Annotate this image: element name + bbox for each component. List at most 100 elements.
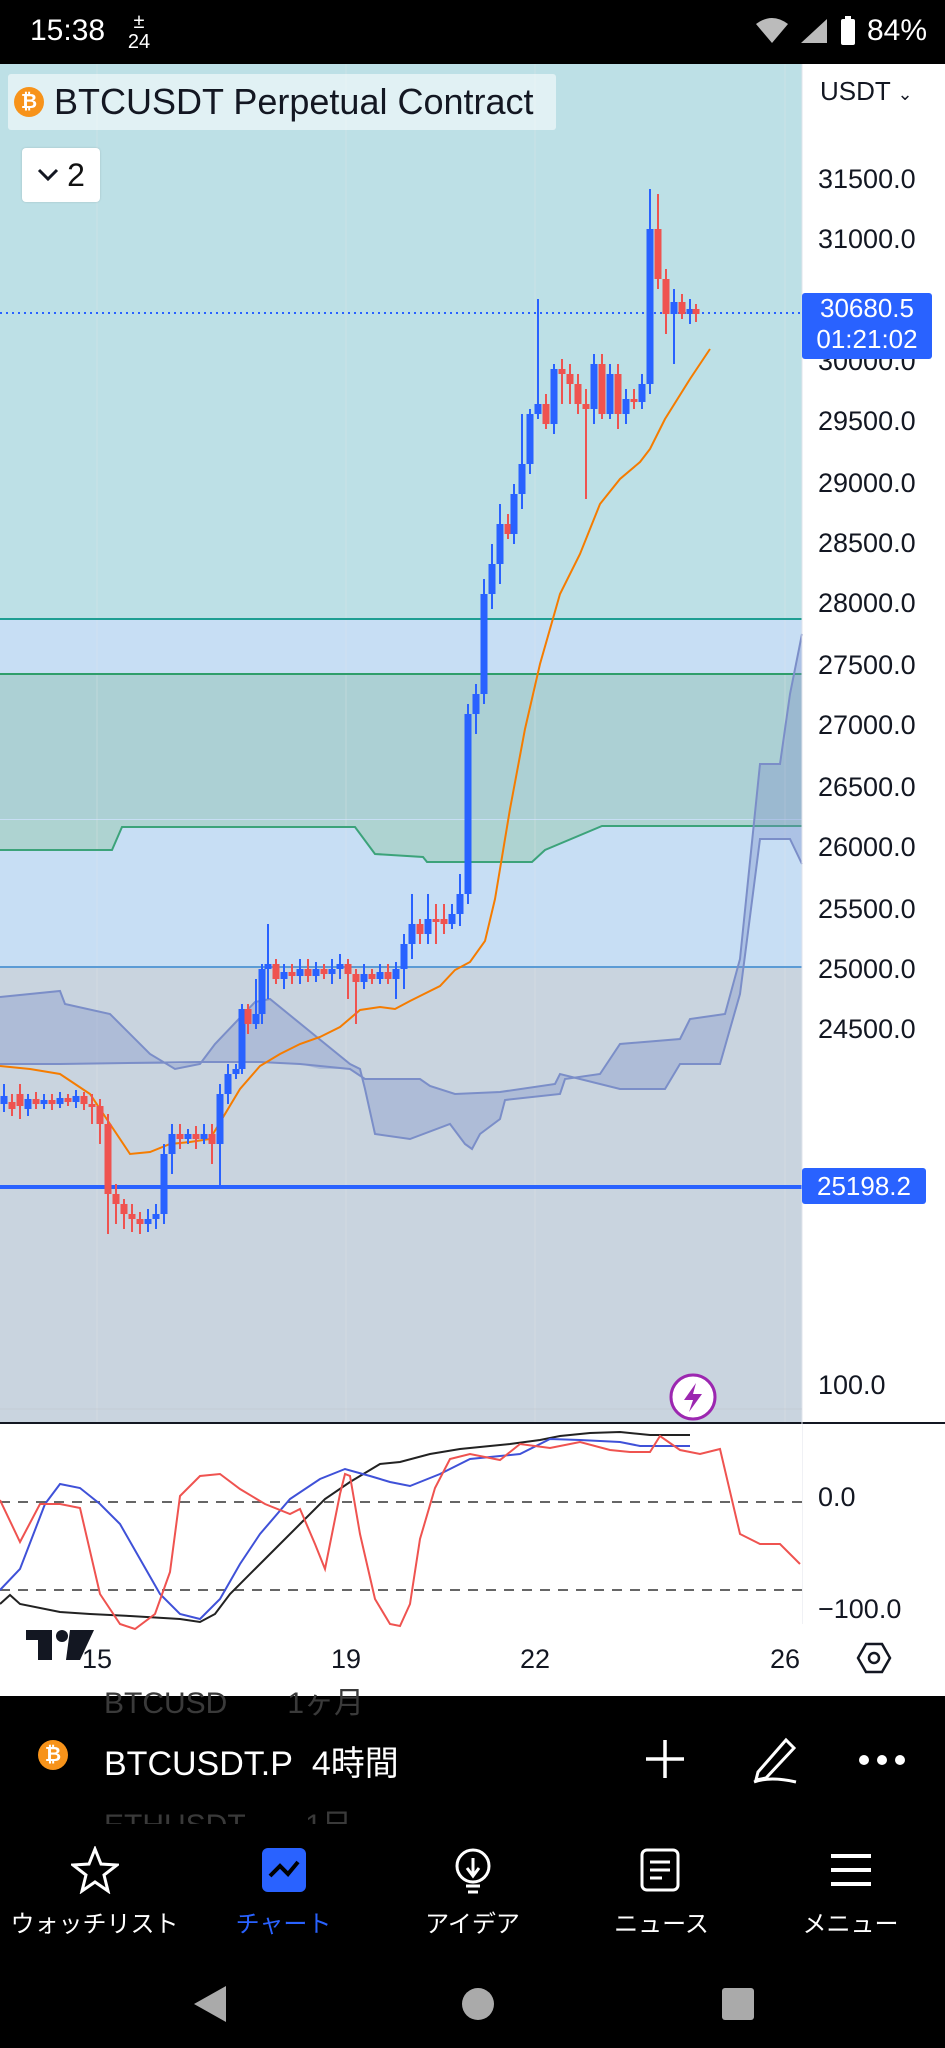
candle-body bbox=[56, 1098, 64, 1104]
candle-body bbox=[598, 364, 606, 414]
candle-body bbox=[630, 399, 638, 402]
battery-icon bbox=[840, 16, 855, 45]
tab-news[interactable]: ニュース bbox=[567, 1824, 756, 1960]
tab-menu[interactable]: メニュー bbox=[756, 1824, 945, 1960]
symbol-toolbar: BTCUSD 1ヶ月 ₿ BTCUSDT.P 4時間 ETHUSDT 1日 bbox=[0, 1687, 945, 1842]
currency-selector[interactable]: USDT ⌄ bbox=[820, 76, 913, 107]
candle-body bbox=[526, 414, 534, 464]
grid bbox=[96, 64, 786, 1624]
chart-icon bbox=[260, 1846, 308, 1894]
chart-canvas[interactable] bbox=[0, 64, 945, 1696]
candle-body bbox=[168, 1134, 176, 1154]
price-label: 31500.0 bbox=[818, 164, 916, 194]
candle-body bbox=[678, 302, 686, 314]
candle-body bbox=[224, 1074, 232, 1094]
cloud-fill-green bbox=[0, 820, 802, 862]
bar-countdown: 01:21:02 bbox=[816, 324, 918, 354]
price-label: 28000.0 bbox=[818, 588, 916, 618]
bitcoin-icon: ₿ bbox=[38, 1740, 68, 1770]
oscillator-d bbox=[0, 1434, 801, 1631]
price-label: 29000.0 bbox=[818, 468, 916, 498]
candle-body bbox=[590, 364, 598, 409]
candle-body bbox=[264, 964, 272, 969]
chart-area[interactable]: ₿ BTCUSDT Perpetual Contract 2 USDT ⌄ 31… bbox=[0, 64, 945, 1696]
status-right: 84% bbox=[755, 14, 927, 48]
candle-body bbox=[472, 694, 480, 714]
candle-body bbox=[88, 1104, 96, 1107]
candle-body bbox=[662, 279, 670, 314]
idea-icon bbox=[449, 1846, 497, 1894]
candle-body bbox=[518, 464, 526, 494]
candle-body bbox=[304, 969, 312, 976]
back-icon[interactable] bbox=[192, 1984, 228, 2024]
tab-bar: ウォッチリスト チャート アイデア ニュース メニュー bbox=[0, 1824, 945, 1960]
indicators-toggle[interactable]: 2 bbox=[22, 148, 100, 202]
tab-watchlist[interactable]: ウォッチリスト bbox=[0, 1824, 189, 1960]
candle-body bbox=[40, 1100, 48, 1104]
signal-icon bbox=[800, 19, 827, 43]
candle-body bbox=[200, 1134, 208, 1139]
current-price-badge: 30680.5 01:21:02 bbox=[802, 293, 932, 359]
candle-body bbox=[208, 1134, 216, 1144]
candle-body bbox=[344, 964, 352, 974]
candle-body bbox=[112, 1194, 120, 1204]
candle-body bbox=[464, 714, 472, 894]
settings-hex-icon[interactable] bbox=[856, 1640, 892, 1676]
candle-body bbox=[312, 969, 320, 976]
toolbar-symbol-interval[interactable]: BTCUSDT.P 4時間 bbox=[104, 1736, 399, 1785]
line-price-badge: 25198.2 bbox=[802, 1168, 926, 1204]
candle-body bbox=[606, 374, 614, 414]
lower-zone bbox=[0, 967, 802, 1422]
candle-body bbox=[360, 974, 368, 982]
pen-icon[interactable] bbox=[750, 1732, 800, 1784]
tradingview-logo[interactable] bbox=[26, 1630, 94, 1660]
tab-ideas[interactable]: アイデア bbox=[378, 1824, 567, 1960]
price-label: 25000.0 bbox=[818, 954, 916, 984]
candle-body bbox=[238, 1009, 246, 1069]
more-icon[interactable] bbox=[858, 1754, 906, 1766]
date-label: 22 bbox=[520, 1644, 551, 1674]
recents-icon[interactable] bbox=[720, 1986, 756, 2022]
date-label: 26 bbox=[770, 1644, 801, 1674]
candle-body bbox=[614, 374, 622, 414]
currency-label: USDT bbox=[820, 76, 891, 106]
menu-icon bbox=[827, 1846, 875, 1894]
zone-band-teal bbox=[0, 674, 802, 819]
candle-body bbox=[456, 894, 464, 914]
toolbar-symbol: BTCUSDT.P bbox=[104, 1745, 293, 1783]
symbol-legend[interactable]: ₿ BTCUSDT Perpetual Contract bbox=[8, 74, 556, 130]
candlesticks bbox=[0, 189, 700, 1234]
price-label: 25500.0 bbox=[818, 894, 916, 924]
candle-body bbox=[320, 969, 328, 974]
tab-chart[interactable]: チャート bbox=[189, 1824, 378, 1960]
price-label: 29500.0 bbox=[818, 406, 916, 436]
candle-body bbox=[104, 1124, 112, 1194]
candle-body bbox=[496, 524, 504, 564]
candle-body bbox=[8, 1102, 16, 1109]
ema-line bbox=[0, 348, 711, 1156]
candle-body bbox=[638, 384, 646, 402]
candle-body bbox=[448, 914, 456, 924]
home-icon[interactable] bbox=[460, 1986, 496, 2022]
price-label: 27000.0 bbox=[818, 710, 916, 740]
candle-body bbox=[80, 1096, 88, 1104]
plus-icon[interactable] bbox=[644, 1738, 686, 1780]
candle-body bbox=[654, 229, 662, 279]
candle-body bbox=[504, 524, 512, 534]
candle-body bbox=[272, 964, 280, 979]
price-label: 27500.0 bbox=[818, 650, 916, 680]
candle-body bbox=[534, 404, 542, 414]
candle-body bbox=[128, 1214, 136, 1219]
candle-body bbox=[216, 1094, 224, 1144]
battery-percent: 84% bbox=[866, 14, 927, 47]
candle-body bbox=[352, 974, 360, 982]
candle-body bbox=[0, 1096, 8, 1104]
candle-body bbox=[328, 969, 336, 974]
candle-body bbox=[152, 1214, 160, 1219]
candle-body bbox=[424, 919, 432, 934]
price-label: 24500.0 bbox=[818, 1014, 916, 1044]
tab-label: メニュー bbox=[802, 1910, 899, 1938]
candle-body bbox=[582, 404, 590, 409]
date-label: 15 bbox=[82, 1644, 113, 1674]
chevron-down-icon: ⌄ bbox=[897, 84, 913, 104]
